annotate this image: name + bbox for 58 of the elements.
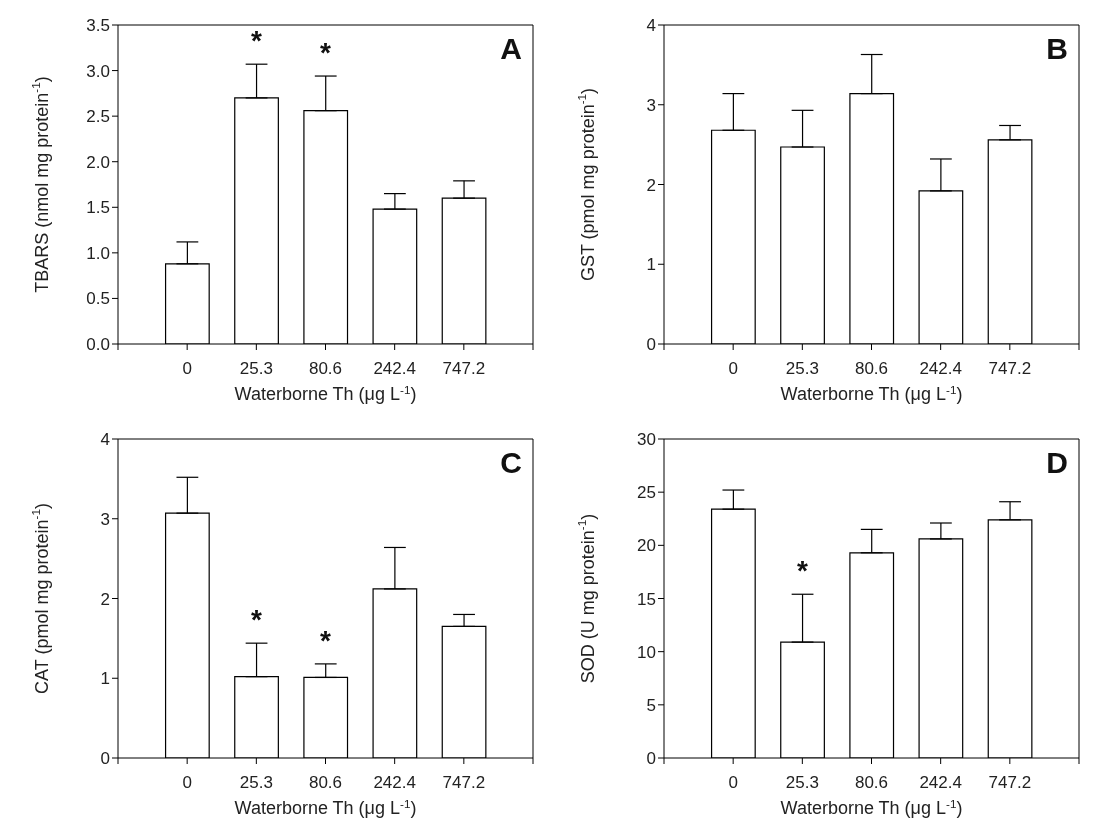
y-tick-label: 2.5: [86, 107, 110, 127]
x-tick-label: 242.4: [373, 773, 416, 792]
y-tick-label: 25: [637, 483, 656, 503]
y-tick-label: 1.0: [86, 243, 110, 263]
y-tick-label: 0: [646, 749, 656, 769]
annotation: *: [320, 624, 332, 656]
x-tick-label: 747.2: [442, 773, 486, 792]
x-tick-label: 747.2: [442, 359, 486, 378]
y-tick-label: 15: [637, 589, 656, 609]
x-tick-label: 25.3: [785, 773, 819, 792]
annotation: D: [1046, 446, 1068, 480]
y-tick-label: 1: [100, 669, 110, 689]
annotation: B: [1046, 32, 1068, 66]
y-tick-label: 2: [100, 589, 110, 609]
y-tick-label: 3: [646, 95, 656, 115]
y-tick-label: 2.0: [86, 152, 110, 172]
x-tick-label: 747.2: [988, 359, 1032, 378]
y-tick-label: 20: [637, 536, 656, 556]
y-tick-label: 0: [646, 335, 656, 355]
y-tick-label: 0.5: [86, 289, 110, 309]
x-tick-label: 80.6: [308, 359, 343, 378]
x-tick-label: 242.4: [919, 359, 962, 378]
annotation: *: [320, 37, 332, 69]
x-axis-title: Waterborne Th (μg L$^{-1}$): [234, 796, 417, 818]
x-tick-label: 80.6: [308, 773, 343, 792]
x-tick-label: 0: [728, 773, 738, 792]
y-tick-label: 1: [646, 255, 656, 275]
annotation: *: [250, 25, 262, 57]
y-tick-label: 0: [100, 749, 110, 769]
x-tick-label: 242.4: [373, 359, 416, 378]
x-tick-label: 747.2: [988, 773, 1032, 792]
x-tick-label: 25.3: [239, 359, 273, 378]
x-tick-label: 80.6: [854, 359, 889, 378]
y-tick-label: 1.5: [86, 198, 110, 218]
annotation: *: [250, 604, 262, 636]
y-tick-label: 3.5: [86, 16, 110, 36]
x-tick-label: 0: [182, 773, 192, 792]
y-tick-label: 2: [646, 175, 656, 195]
x-tick-label: 25.3: [785, 359, 819, 378]
x-tick-label: 242.4: [919, 773, 962, 792]
y-tick-label: 4: [646, 16, 656, 36]
y-tick-label: 3.0: [86, 61, 110, 81]
annotation: C: [500, 446, 522, 480]
y-tick-label: 5: [646, 695, 656, 715]
x-axis-title: Waterborne Th (μg L$^{-1}$): [234, 382, 417, 404]
y-tick-label: 3: [100, 509, 110, 529]
annotation: A: [500, 32, 522, 66]
y-tick-label: 10: [637, 642, 656, 662]
x-tick-label: 80.6: [854, 773, 889, 792]
y-tick-label: 0.0: [86, 335, 110, 355]
y-tick-label: 30: [637, 430, 656, 450]
annotation: *: [796, 555, 808, 587]
x-tick-label: 25.3: [239, 773, 273, 792]
x-axis-title: Waterborne Th (μg L$^{-1}$): [780, 796, 963, 818]
x-tick-label: 0: [182, 359, 192, 378]
x-tick-label: 0: [728, 359, 738, 378]
y-tick-label: 4: [100, 430, 110, 450]
x-axis-title: Waterborne Th (μg L$^{-1}$): [780, 382, 963, 404]
